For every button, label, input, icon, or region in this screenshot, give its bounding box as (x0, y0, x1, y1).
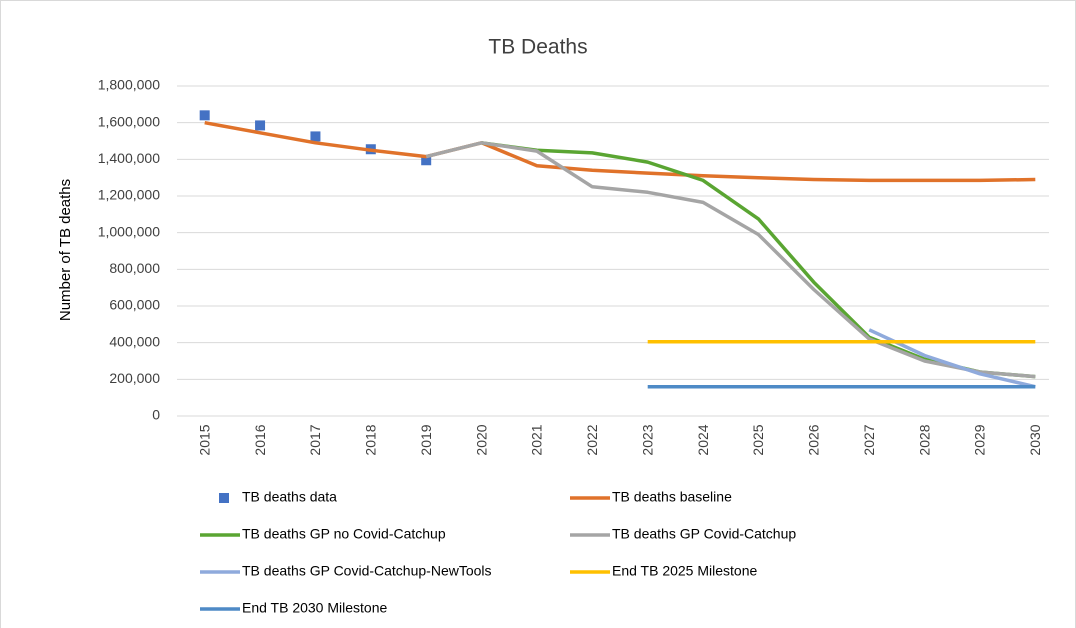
chart-title: TB Deaths (488, 36, 587, 59)
x-tick-label: 2029 (972, 424, 988, 455)
y-tick-label: 1,400,000 (98, 150, 160, 166)
y-tick-label: 1,800,000 (98, 77, 160, 93)
x-tick-label: 2019 (418, 424, 434, 455)
legend-label: TB deaths GP Covid-Catchup-NewTools (242, 563, 492, 579)
data-marker (255, 120, 266, 131)
series-line (425, 141, 1036, 379)
x-tick-label: 2024 (695, 424, 711, 455)
x-tick-label: 2016 (252, 424, 268, 455)
x-tick-label: 2028 (916, 424, 932, 455)
series-line (204, 120, 1036, 183)
x-tick-label: 2015 (196, 424, 212, 455)
x-tick-label: 2025 (750, 424, 766, 455)
legend-label: TB deaths GP no Covid-Catchup (242, 526, 446, 542)
legend-label: TB deaths data (242, 489, 337, 505)
legend-label: End TB 2025 Milestone (612, 563, 757, 579)
x-tick-label: 2021 (529, 424, 545, 455)
y-tick-label: 800,000 (109, 260, 160, 276)
legend-label: TB deaths baseline (612, 489, 732, 505)
x-tick-label: 2026 (806, 424, 822, 455)
data-marker (310, 131, 321, 142)
x-tick-label: 2030 (1027, 424, 1043, 455)
y-tick-label: 200,000 (109, 370, 160, 386)
x-tick-label: 2027 (861, 424, 877, 455)
x-tick-label: 2018 (363, 424, 379, 455)
y-axis-label: Number of TB deaths (57, 179, 74, 321)
y-tick-label: 1,600,000 (98, 113, 160, 129)
x-tick-label: 2017 (307, 424, 323, 455)
x-tick-label: 2022 (584, 424, 600, 455)
y-tick-label: 600,000 (109, 297, 160, 313)
legend-label: TB deaths GP Covid-Catchup (612, 526, 796, 542)
y-tick-label: 1,200,000 (98, 187, 160, 203)
x-tick-label: 2020 (473, 424, 489, 455)
y-tick-label: 400,000 (109, 333, 160, 349)
legend-marker (219, 493, 229, 503)
data-marker (199, 110, 210, 121)
y-tick-label: 1,000,000 (98, 223, 160, 239)
data-marker (421, 155, 432, 166)
x-tick-label: 2023 (639, 424, 655, 455)
y-tick-label: 0 (152, 407, 160, 423)
legend-label: End TB 2030 Milestone (242, 600, 387, 616)
